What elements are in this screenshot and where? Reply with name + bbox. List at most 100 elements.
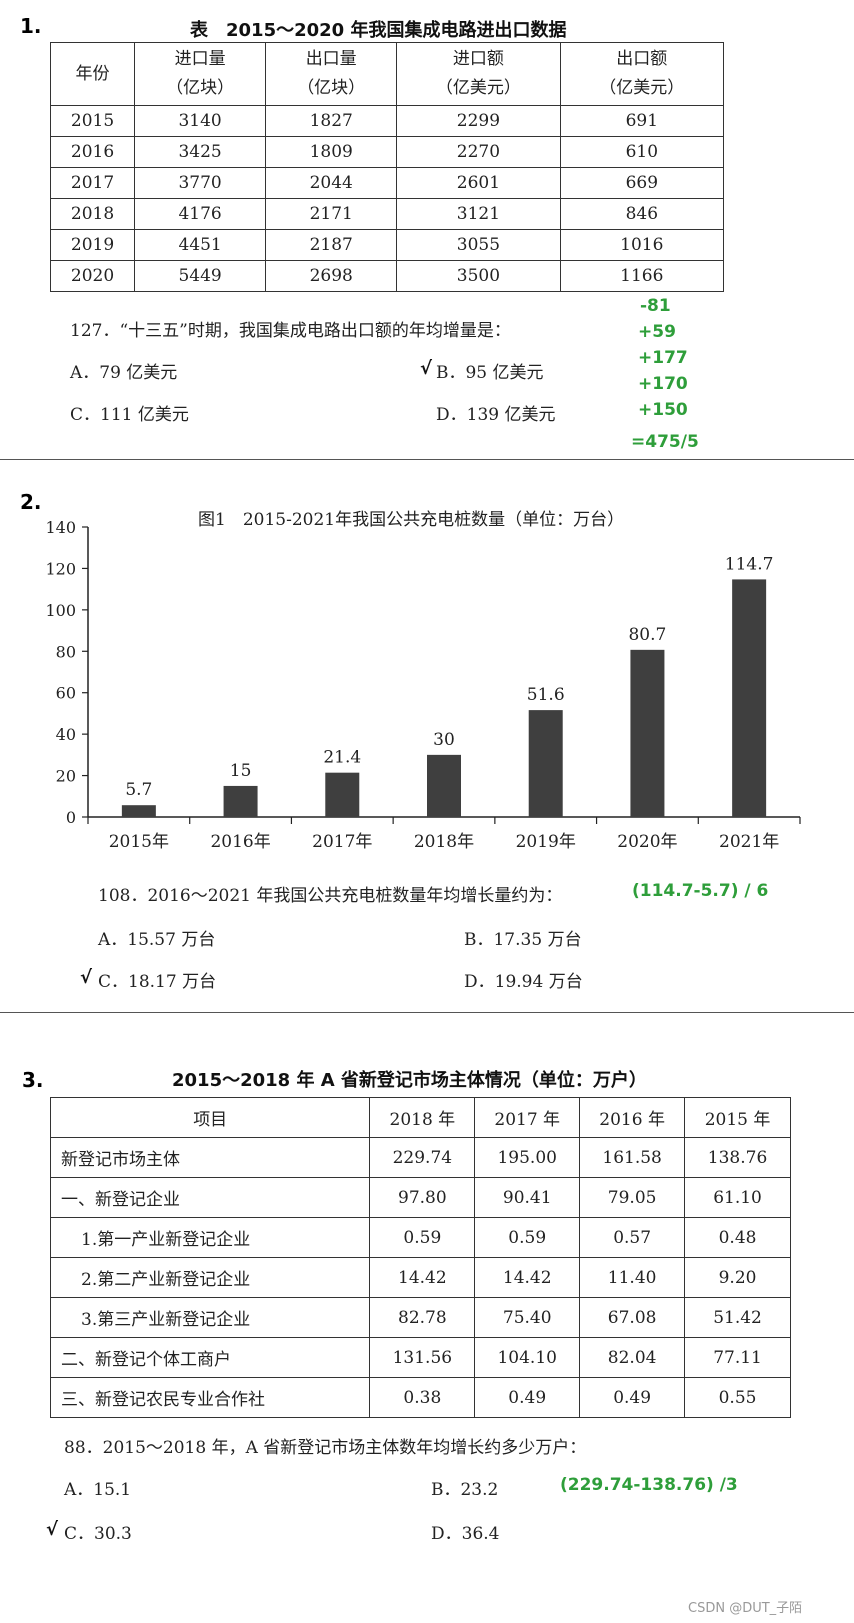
table-cell: 2299 [396,105,561,137]
table-cell: 195.00 [474,1137,581,1178]
table-cell: 2044 [265,167,398,199]
table-cell: 1166 [559,260,725,292]
option-a[interactable]: A．15.1 [64,1480,132,1500]
y-axis: 0 20 40 60 80 100 120 140 [45,518,89,827]
bar [427,754,461,817]
table-cell: 691 [559,105,725,137]
table-cell: 97.80 [369,1177,476,1218]
table-cell: 2015 [49,105,136,137]
y-tick-label: 140 [45,518,76,537]
table-header-cell: 2018 年 [369,1097,476,1138]
bar-value-label: 21.4 [323,748,361,768]
note-line: +177 [638,348,688,368]
section-1-number: 1. [20,14,42,38]
note-line: +170 [638,374,688,394]
option-b[interactable]: B．23.2 [431,1480,499,1500]
table-row: 2017 3770 2044 2601 669 [49,167,725,199]
section-2-number: 2. [20,490,42,514]
section-divider [0,1012,854,1013]
option-a[interactable]: A．79 亿美元 [70,363,178,383]
y-tick-label: 20 [56,767,76,786]
table-cell: 14.42 [369,1257,476,1298]
option-c[interactable]: C．111 亿美元 [70,405,189,425]
checkmark-icon: √ [46,1519,59,1540]
table-cell: 77.11 [684,1337,791,1378]
x-tick-label: 2021年 [719,832,779,852]
bar [732,579,767,817]
table-cell: 2698 [265,260,398,292]
table-row: 3.第三产业新登记企业 82.78 75.40 67.08 51.42 [49,1297,791,1338]
table-cell: 3055 [396,229,561,261]
option-c[interactable]: C．30.3 [64,1524,132,1544]
table-cell: 3425 [134,136,267,168]
table-cell: 2270 [396,136,561,168]
table-cell: 0.49 [579,1377,686,1418]
bar [223,785,258,817]
y-tick-label: 120 [45,559,76,578]
table-cell: 2017 [49,167,136,199]
table-header-cell: 年份 [49,42,136,106]
x-tick-label: 2016年 [210,832,270,852]
table-header-cell: 出口量 （亿块） [265,42,398,106]
bar-value-label: 114.7 [725,554,774,574]
table-cell: 138.76 [684,1137,791,1178]
y-tick-label: 0 [66,808,76,827]
table-header-cell: 2016 年 [579,1097,686,1138]
section-1-table-title: 表 2015～2020 年我国集成电路进出口数据 [190,20,567,41]
table-row: 2016 3425 1809 2270 610 [49,136,725,168]
table-row: 二、新登记个体工商户 131.56 104.10 82.04 77.11 [49,1337,791,1378]
section-divider [0,459,854,460]
chart-title: 图1 2015-2021年我国公共充电桩数量（单位：万台） [198,510,624,530]
import-export-table: 年份 进口量 （亿块） 出口量 （亿块） 进口额 （亿美元） 出口额 （亿美元） 201… [49,42,725,292]
option-d[interactable]: D．19.94 万台 [464,972,583,992]
section-3-number: 3. [22,1068,44,1092]
table-cell: 0.38 [369,1377,476,1418]
x-tick-label: 2019年 [516,832,576,852]
table-cell: 14.42 [474,1257,581,1298]
table-cell: 3500 [396,260,561,292]
table-cell: 610 [559,136,725,168]
option-c[interactable]: C．18.17 万台 [98,972,217,992]
x-tick-label: 2018年 [414,832,474,852]
table-cell: 0.48 [684,1217,791,1258]
question-88: 88．2015～2018 年，A 省新登记市场主体数年均增长约多少万户： [64,1438,587,1458]
table-cell: 846 [559,198,725,230]
table-cell: 0.59 [474,1217,581,1258]
option-d[interactable]: D．139 亿美元 [436,405,556,425]
table-row: 2019 4451 2187 3055 1016 [49,229,725,261]
table-cell: 9.20 [684,1257,791,1298]
bar-value-label: 15 [230,761,252,781]
table-row: 一、新登记企业 97.80 90.41 79.05 61.10 [49,1177,791,1218]
checkmark-icon: √ [420,358,433,379]
table-cell: 51.42 [684,1297,791,1338]
table-cell: 2171 [265,198,398,230]
question-127: 127．“十三五”时期，我国集成电路出口额的年均增量是： [70,321,511,341]
option-d[interactable]: D．36.4 [431,1524,500,1544]
table-header-row: 项目 2018 年 2017 年 2016 年 2015 年 [49,1097,791,1138]
table-header-cell: 2015 年 [684,1097,791,1138]
option-b[interactable]: B．95 亿美元 [436,363,544,383]
table-cell: 3121 [396,198,561,230]
question-108: 108．2016～2021 年我国公共充电桩数量年均增长量约为： [98,886,563,906]
table-cell: 67.08 [579,1297,686,1338]
table-cell: 1827 [265,105,398,137]
market-entity-table: 项目 2018 年 2017 年 2016 年 2015 年 新登记市场主体 22… [49,1097,791,1418]
watermark: CSDN @DUT_子陌 [688,1601,803,1616]
table-cell: 3770 [134,167,267,199]
note-line: -81 [640,296,671,316]
x-tick-label: 2017年 [312,832,372,852]
table-cell: 2020 [49,260,136,292]
y-tick-label: 100 [45,601,76,620]
row-label: 1.第一产业新登记企业 [49,1217,371,1258]
option-b[interactable]: B．17.35 万台 [464,930,582,950]
x-tick-label: 2020年 [617,832,677,852]
table-row: 2018 4176 2171 3121 846 [49,198,725,230]
table-row: 新登记市场主体 229.74 195.00 161.58 138.76 [49,1137,791,1178]
table-cell: 61.10 [684,1177,791,1218]
bar-value-label: 51.6 [527,685,565,705]
option-a[interactable]: A．15.57 万台 [98,930,216,950]
table-header-cell: 2017 年 [474,1097,581,1138]
table-row: 2020 5449 2698 3500 1166 [49,260,725,292]
bar [325,772,360,817]
y-tick-label: 40 [56,725,76,744]
